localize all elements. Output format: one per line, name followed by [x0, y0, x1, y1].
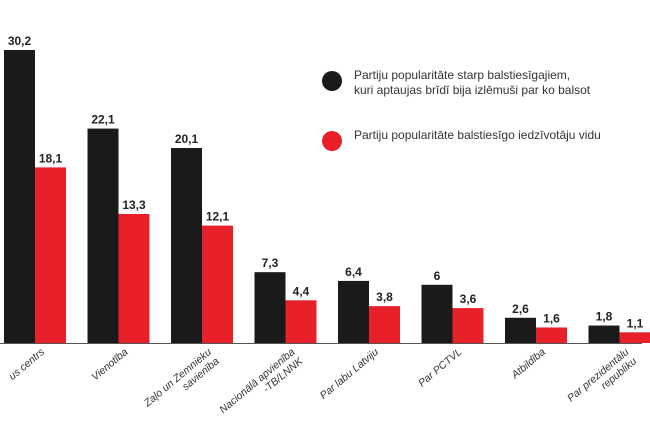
bar-s2-7 [619, 332, 650, 343]
category-label-5: Par PCTVL [416, 346, 465, 389]
value-label-s1-6: 2,6 [512, 302, 529, 316]
bar-s1-4 [338, 280, 369, 343]
bar-s1-5 [421, 284, 453, 343]
value-label-s1-2: 20,1 [175, 132, 199, 146]
legend-item-series-2: Partiju popularitāte balstiesīgo iedzīvo… [322, 128, 642, 151]
value-label-s2-5: 3,6 [460, 292, 477, 306]
bar-s1-2 [171, 147, 202, 343]
bar-s2-2 [202, 225, 233, 343]
value-label-s2-4: 3,8 [376, 290, 393, 304]
value-label-s1-7: 1,8 [596, 310, 613, 324]
bar-s2-0 [35, 167, 66, 343]
bar-s1-7 [588, 325, 620, 343]
legend-item-series-1: Partiju popularitāte starp balstiesīgaji… [322, 68, 642, 98]
bar-s2-3 [285, 300, 317, 343]
value-label-s2-6: 1,6 [543, 311, 560, 325]
bar-s2-5 [452, 308, 484, 343]
bar-s1-1 [87, 128, 119, 343]
bar-s2-4 [369, 306, 400, 343]
category-label-2: Zaļo un Zemniekusavienība [141, 346, 222, 419]
legend-swatch-series-2 [322, 131, 342, 151]
value-label-s2-2: 12,1 [206, 210, 230, 224]
legend-label-series-1: Partiju popularitāte starp balstiesīgaji… [354, 68, 591, 97]
category-label-4: Par labu Latviju [318, 346, 381, 402]
value-label-s2-0: 18,1 [39, 151, 63, 165]
bar-s2-1 [118, 213, 150, 343]
value-label-s1-0: 30,2 [8, 34, 32, 48]
category-label-3: Nacionālā apvienība-TB/LNNK [217, 345, 306, 425]
bar-s1-0 [4, 50, 35, 343]
legend-swatch-series-1 [322, 71, 342, 91]
value-label-s2-3: 4,4 [293, 284, 310, 298]
category-label-6: Atbildība [509, 346, 548, 382]
legend: Partiju popularitāte starp balstiesīgaji… [322, 68, 642, 181]
value-label-s1-1: 22,1 [91, 113, 115, 127]
bar-s1-6 [505, 317, 536, 343]
bar-s2-6 [536, 327, 567, 343]
value-label-s2-1: 13,3 [122, 198, 146, 212]
bar-s1-3 [254, 272, 286, 343]
value-label-s1-3: 7,3 [262, 256, 279, 270]
value-label-s1-5: 6 [434, 269, 441, 283]
category-label-1: Vienotība [89, 346, 130, 383]
value-label-s2-7: 1,1 [627, 316, 644, 330]
category-label-7: Par prezidentālurepubliku [565, 346, 639, 414]
category-label-0: us centrs [7, 346, 48, 383]
legend-label-series-2: Partiju popularitāte balstiesīgo iedzīvo… [354, 128, 601, 142]
value-label-s1-4: 6,4 [345, 265, 362, 279]
